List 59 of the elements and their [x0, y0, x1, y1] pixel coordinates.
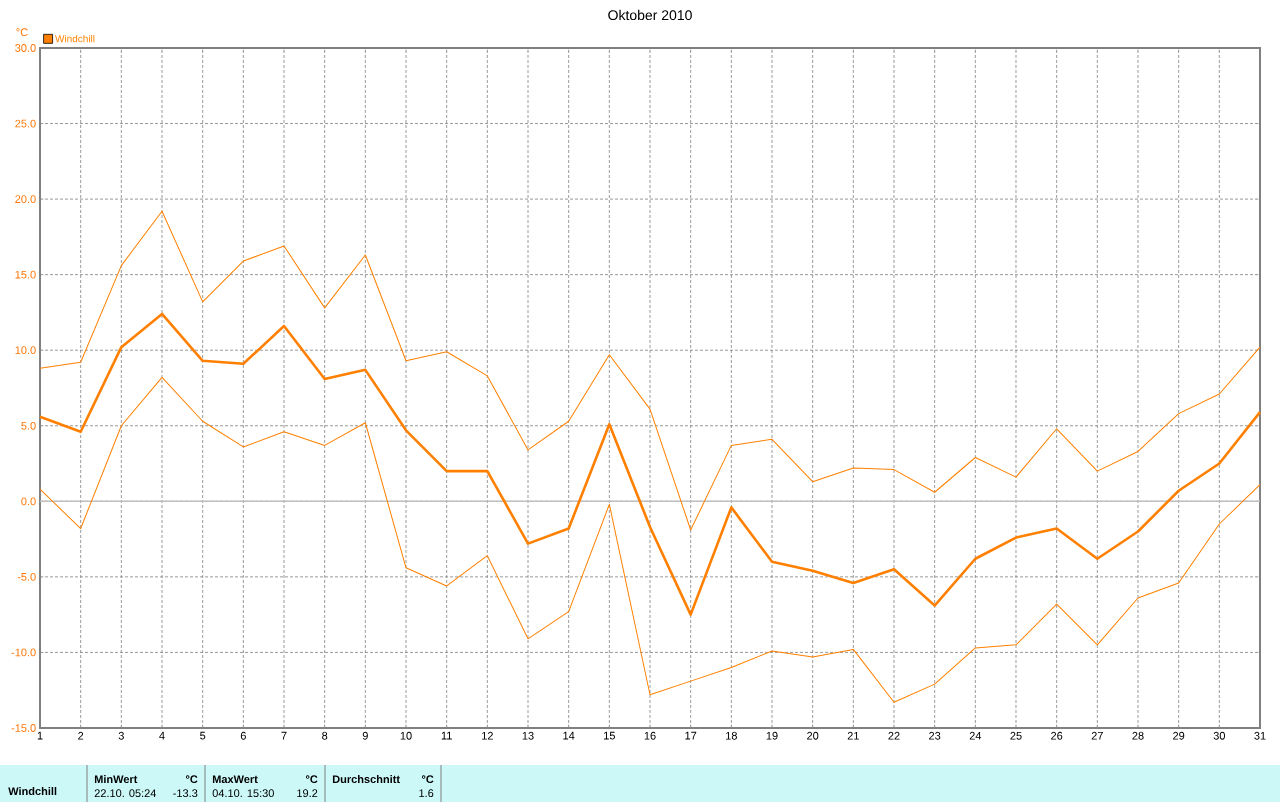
y-axis-title: °C: [16, 28, 28, 37]
y-tick-label: 5.0: [21, 421, 36, 430]
x-tick-label: 2: [78, 731, 84, 740]
text: 1.6: [419, 789, 434, 798]
y-tick-label: 15.0: [15, 270, 36, 279]
chart-title: Oktober 2010: [608, 9, 692, 21]
x-tick-label: 17: [685, 731, 697, 740]
x-tick-label: 26: [1051, 731, 1063, 740]
x-tick-label: 4: [159, 731, 165, 740]
x-tick-label: 29: [1173, 731, 1185, 740]
x-tick-label: 31: [1254, 731, 1266, 740]
x-tick-label: 30: [1213, 731, 1225, 740]
x-tick-label: 15: [604, 731, 615, 740]
x-tick-label: 10: [400, 731, 412, 740]
text: 19.2: [297, 789, 318, 798]
text: °C: [421, 775, 434, 784]
x-tick-label: 5: [200, 731, 206, 740]
legend-label: Windchill: [55, 34, 95, 43]
text: Durchschnitt: [332, 775, 400, 784]
text: Windchill: [8, 787, 57, 796]
text: MaxWert: [212, 775, 258, 784]
x-tick-label: 14: [563, 731, 575, 740]
y-tick-label: 20.0: [15, 195, 36, 203]
y-tick-label: -5.0: [17, 572, 36, 581]
x-tick-label: 23: [929, 731, 941, 740]
y-tick-label: 30.0: [15, 44, 36, 52]
y-tick-label: 25.0: [15, 119, 36, 128]
x-tick-label: 11: [441, 731, 452, 740]
line-series: [38, 312, 1262, 616]
x-tick-label: 12: [482, 731, 493, 740]
y-tick-label: -15.0: [11, 724, 36, 732]
x-tick-label: 21: [847, 731, 859, 740]
x-tick-label: 19: [766, 731, 778, 740]
x-tick-label: 16: [644, 731, 656, 740]
line-series: [39, 210, 1261, 531]
x-tick-label: 25: [1010, 731, 1022, 740]
text: °C: [305, 775, 318, 784]
x-tick-label: 18: [726, 731, 737, 740]
text: -13.3: [173, 789, 198, 798]
y-tick-label: 0.0: [21, 497, 36, 506]
x-tick-label: 24: [969, 731, 982, 740]
y-tick-label: 10.0: [15, 346, 36, 355]
x-tick-label: 1: [37, 731, 43, 740]
x-tick-label: 20: [807, 731, 819, 740]
x-tick-label: 6: [240, 731, 246, 740]
y-tick-label: -10.0: [11, 648, 36, 657]
text: 04.10. 15:30: [212, 789, 274, 798]
x-tick-label: 7: [281, 731, 287, 740]
x-tick-label: 22: [888, 731, 900, 740]
x-tick-label: 9: [362, 731, 368, 740]
x-tick-label: 13: [522, 731, 534, 740]
x-tick-label: 8: [322, 731, 328, 740]
text: MinWert: [94, 775, 138, 784]
text: °C: [185, 775, 198, 784]
text: 22.10. 05:24: [94, 789, 157, 798]
x-tick-label: 27: [1091, 731, 1103, 740]
x-tick-label: 28: [1132, 731, 1144, 740]
x-tick-label: 3: [118, 731, 124, 740]
line-series: [39, 376, 1261, 703]
